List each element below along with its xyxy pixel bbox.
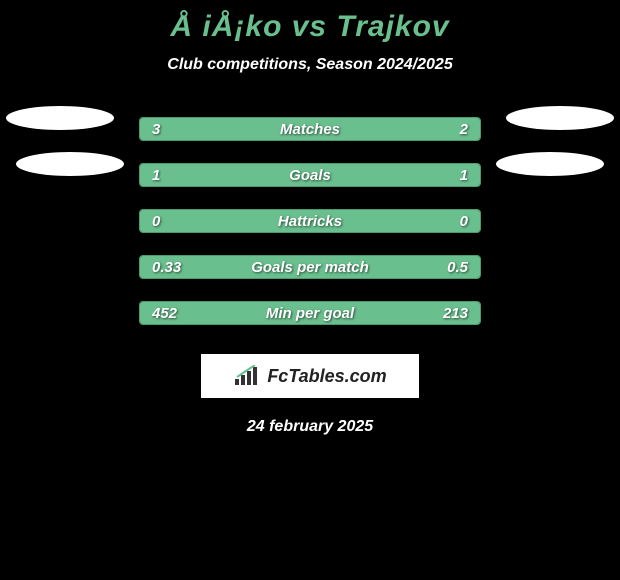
stat-label: Matches: [280, 121, 340, 138]
stat-value-right: 2: [460, 121, 468, 138]
stat-row-hattricks: 0 Hattricks 0: [0, 198, 620, 244]
stat-value-left: 3: [152, 121, 160, 138]
stat-value-left: 0.33: [152, 259, 181, 276]
stat-value-right: 213: [443, 305, 468, 322]
stat-bar: 3 Matches 2: [139, 117, 481, 141]
stat-value-right: 1: [460, 167, 468, 184]
stat-row-goals-per-match: 0.33 Goals per match 0.5: [0, 244, 620, 290]
stat-row-goals: 1 Goals 1: [0, 152, 620, 198]
stat-bar: 0 Hattricks 0: [139, 209, 481, 233]
stat-value-left: 0: [152, 213, 160, 230]
stat-bar: 452 Min per goal 213: [139, 301, 481, 325]
stat-value-left: 452: [152, 305, 177, 322]
page-title: Å iÅ¡ko vs Trajkov: [0, 10, 620, 44]
chart-icon: [233, 365, 261, 387]
stat-label: Min per goal: [266, 305, 354, 322]
stat-value-left: 1: [152, 167, 160, 184]
stat-fill-right: [310, 164, 480, 186]
stat-row-min-per-goal: 452 Min per goal 213: [0, 290, 620, 336]
stat-label: Goals per match: [251, 259, 369, 276]
stat-value-right: 0: [460, 213, 468, 230]
stat-label: Goals: [289, 167, 331, 184]
stat-label: Hattricks: [278, 213, 342, 230]
stat-bar: 0.33 Goals per match 0.5: [139, 255, 481, 279]
logo-content: FcTables.com: [233, 365, 386, 387]
logo-box[interactable]: FcTables.com: [201, 354, 419, 398]
date-text: 24 february 2025: [0, 418, 620, 436]
logo-text: FcTables.com: [267, 366, 386, 387]
stat-bar: 1 Goals 1: [139, 163, 481, 187]
stat-row-matches: 3 Matches 2: [0, 106, 620, 152]
stat-value-right: 0.5: [447, 259, 468, 276]
subtitle: Club competitions, Season 2024/2025: [0, 56, 620, 74]
stat-fill-left: [140, 164, 310, 186]
stats-area: 3 Matches 2 1 Goals 1 0 Hattricks 0: [0, 106, 620, 336]
main-container: Å iÅ¡ko vs Trajkov Club competitions, Se…: [0, 0, 620, 436]
